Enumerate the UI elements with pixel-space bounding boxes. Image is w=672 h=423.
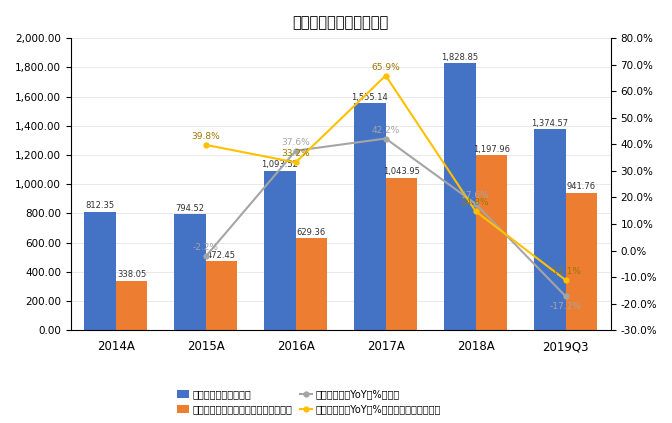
Bar (444, 63, 476, 330)
Bar (354, 103, 386, 330)
Bar (386, 178, 417, 330)
Text: 17.6%: 17.6% (461, 191, 490, 200)
Text: 39.8%: 39.8% (192, 132, 220, 141)
Text: 1,093.52: 1,093.52 (261, 160, 298, 169)
Legend: 化工总净利润（亿元）, 化工总净利润（亿元，剔除中国石化）, 化工总净利润YoY（%，右）, 化工总净利润YoY（%，右，剔除中国石化）: 化工总净利润（亿元）, 化工总净利润（亿元，剔除中国石化）, 化工总净利润YoY… (173, 385, 445, 418)
化工总净利润YoY（%，右，剔除中国石化） (472, 209, 480, 214)
化工总净利润YoY（%，右） (472, 201, 480, 206)
Bar (84, 212, 116, 330)
Text: 33.2%: 33.2% (282, 149, 310, 159)
Line: 化工总净利润YoY（%，右）: 化工总净利润YoY（%，右） (203, 136, 568, 299)
Text: -2.2%: -2.2% (193, 244, 218, 253)
Text: -11.1%: -11.1% (550, 267, 582, 276)
化工总净利润YoY（%，右） (202, 254, 210, 259)
Text: 472.45: 472.45 (207, 251, 236, 260)
Text: 1,043.95: 1,043.95 (383, 168, 420, 176)
Text: 1,197.96: 1,197.96 (473, 145, 510, 154)
Text: 338.05: 338.05 (117, 270, 146, 280)
Text: 1,828.85: 1,828.85 (442, 52, 478, 62)
Text: 65.9%: 65.9% (372, 63, 400, 71)
化工总净利润YoY（%，右） (562, 294, 570, 299)
Bar (174, 214, 206, 330)
Bar (534, 129, 566, 330)
Bar (296, 238, 327, 330)
化工总净利润YoY（%，右，剔除中国石化） (382, 73, 390, 78)
Bar (116, 281, 147, 330)
Text: 1,555.14: 1,555.14 (351, 93, 388, 102)
Text: 794.52: 794.52 (175, 204, 204, 213)
Bar (476, 155, 507, 330)
Line: 化工总净利润YoY（%，右，剔除中国石化）: 化工总净利润YoY（%，右，剔除中国石化） (203, 73, 568, 283)
Text: 812.35: 812.35 (85, 201, 114, 210)
化工总净利润YoY（%，右，剔除中国石化） (202, 143, 210, 148)
Bar (264, 170, 296, 330)
Text: 941.76: 941.76 (567, 182, 596, 191)
Text: 629.36: 629.36 (297, 228, 326, 237)
Text: 37.6%: 37.6% (282, 138, 310, 147)
Title: 化工行业总净利润及增速: 化工行业总净利润及增速 (292, 15, 389, 30)
化工总净利润YoY（%，右） (292, 148, 300, 153)
Text: 14.8%: 14.8% (462, 198, 490, 207)
Bar (566, 193, 597, 330)
Text: 1,374.57: 1,374.57 (532, 119, 569, 128)
化工总净利润YoY（%，右，剔除中国石化） (562, 277, 570, 283)
Bar (206, 261, 237, 330)
Text: -17.2%: -17.2% (550, 302, 581, 310)
Text: 42.2%: 42.2% (372, 126, 400, 135)
化工总净利润YoY（%，右） (382, 136, 390, 141)
化工总净利润YoY（%，右，剔除中国石化） (292, 160, 300, 165)
